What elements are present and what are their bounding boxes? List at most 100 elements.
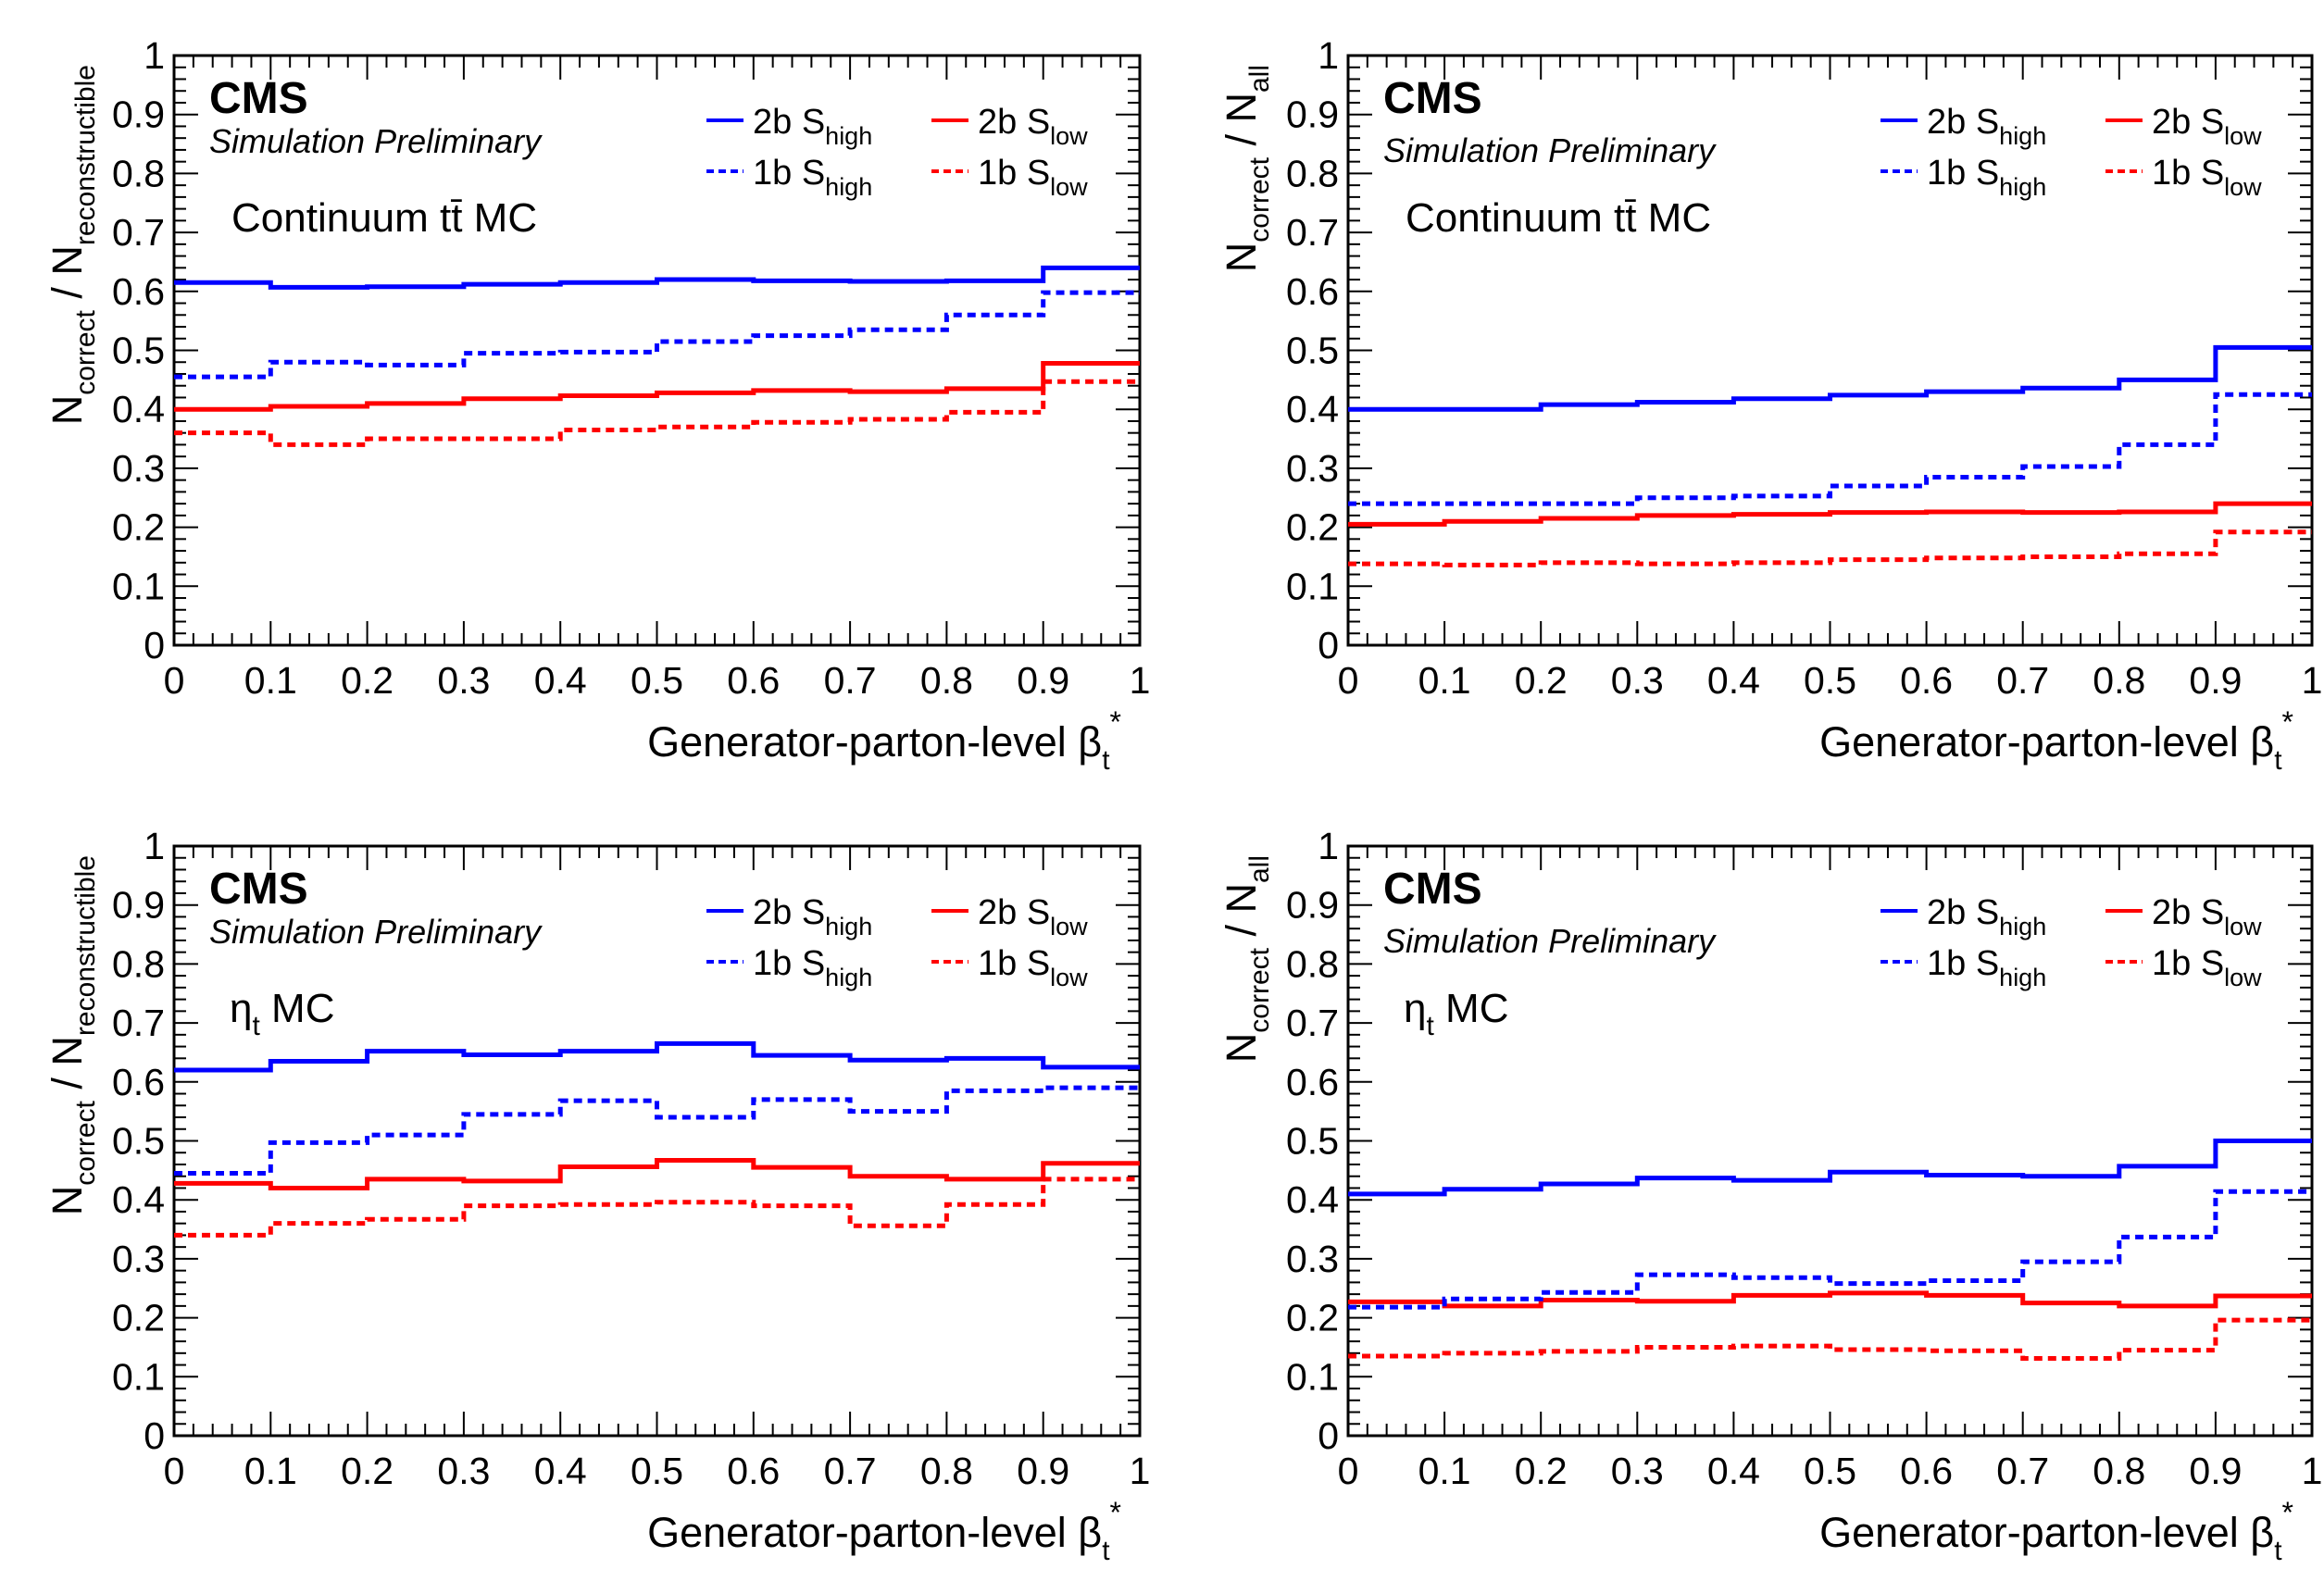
sample-label: Continuum tt̄ MC xyxy=(231,195,537,241)
x-tick-label: 0.8 xyxy=(920,1450,973,1492)
y-tick-label: 0.6 xyxy=(112,270,165,313)
text-part: Generator-parton-level β xyxy=(647,718,1102,766)
x-axis-label: Generator-parton-level βt* xyxy=(1819,1496,2293,1566)
legend-entry: 2b Shigh xyxy=(1927,103,2046,150)
legend-entry: 2b Slow xyxy=(978,103,1088,150)
y-tick-label: 0.2 xyxy=(1286,1297,1339,1339)
text-part: t xyxy=(1102,745,1110,776)
y-tick-label: 0 xyxy=(1318,1414,1339,1457)
text-part: / N xyxy=(1218,883,1265,948)
series-2b-s-high xyxy=(1348,344,2312,412)
text-part: * xyxy=(1110,1496,1121,1529)
y-axis-label: Ncorrect / Nall xyxy=(1218,855,1275,1063)
y-tick-label: 0.8 xyxy=(112,152,165,194)
y-tick-label: 0 xyxy=(144,624,165,666)
legend-entry: 1b Shigh xyxy=(1927,154,2046,201)
x-tick-label: 0.1 xyxy=(1418,659,1471,702)
simulation-preliminary-label: Simulation Preliminary xyxy=(1383,922,1717,960)
text-part: high xyxy=(1999,173,2046,201)
legend-entry: 2b Shigh xyxy=(1927,893,2046,940)
text-part: low xyxy=(2224,122,2262,150)
legend-entry: 1b Slow xyxy=(2152,154,2262,201)
y-tick-label: 0.7 xyxy=(1286,1002,1339,1044)
y-tick-label: 0.9 xyxy=(1286,884,1339,927)
text-part: / N xyxy=(1218,93,1265,157)
y-tick-label: 0 xyxy=(144,1414,165,1457)
y-tick-label: 1 xyxy=(1318,825,1339,867)
x-tick-label: 0.4 xyxy=(534,1450,587,1492)
y-tick-label: 0.8 xyxy=(112,942,165,985)
series-1b-s-high xyxy=(1348,392,2312,506)
text-part: low xyxy=(1050,173,1088,201)
legend-entry: 1b Slow xyxy=(2152,944,2262,991)
x-tick-label: 0 xyxy=(1338,659,1359,702)
text-part: low xyxy=(2224,173,2262,201)
y-axis-label: Ncorrect / Nall xyxy=(1218,65,1275,272)
x-tick-label: 0.2 xyxy=(341,659,394,702)
text-part: high xyxy=(825,173,872,201)
x-tick-label: 0.2 xyxy=(1515,659,1568,702)
series-1b-s-low xyxy=(1348,529,2312,567)
legend-entry: 2b Slow xyxy=(978,893,1088,940)
y-tick-label: 0.2 xyxy=(112,506,165,549)
text-part: η xyxy=(230,986,252,1031)
legend-entry: 1b Slow xyxy=(978,944,1088,991)
x-tick-label: 0.6 xyxy=(727,659,780,702)
x-tick-label: 0.7 xyxy=(824,659,877,702)
text-part: all xyxy=(1244,855,1275,883)
y-tick-label: 0.5 xyxy=(1286,330,1339,372)
y-tick-label: 0.4 xyxy=(112,388,165,430)
text-part: t xyxy=(1102,1536,1110,1566)
text-part: low xyxy=(1050,913,1088,940)
simulation-preliminary-label: Simulation Preliminary xyxy=(1383,131,1717,169)
x-tick-label: 0.6 xyxy=(727,1450,780,1492)
y-tick-label: 0.7 xyxy=(112,211,165,254)
text-part: 2b S xyxy=(2152,103,2224,142)
x-tick-label: 0.3 xyxy=(437,659,490,702)
y-tick-label: 0.8 xyxy=(1286,942,1339,985)
text-part: low xyxy=(2224,913,2262,940)
x-tick-label: 0.5 xyxy=(631,659,683,702)
y-tick-label: 1 xyxy=(144,825,165,867)
x-tick-label: 1 xyxy=(2302,659,2323,702)
text-part: 2b S xyxy=(1927,103,1999,142)
series-1b-s-low xyxy=(174,1177,1140,1238)
x-tick-label: 0.9 xyxy=(1017,1450,1069,1492)
y-tick-label: 0.7 xyxy=(112,1002,165,1044)
cms-label: CMS xyxy=(1383,865,1482,914)
y-tick-label: 0.3 xyxy=(112,447,165,490)
series-1b-s-high xyxy=(174,290,1140,380)
text-part: 2b S xyxy=(978,893,1050,932)
y-tick-label: 0.4 xyxy=(112,1178,165,1221)
text-part: 2b S xyxy=(978,103,1050,142)
legend-entry: 1b Shigh xyxy=(753,944,872,991)
y-tick-label: 0.3 xyxy=(112,1238,165,1280)
x-tick-label: 0.5 xyxy=(631,1450,683,1492)
x-tick-label: 1 xyxy=(2302,1450,2323,1492)
y-tick-label: 0.6 xyxy=(1286,270,1339,313)
legend-entry: 2b Slow xyxy=(2152,893,2262,940)
x-tick-label: 0.9 xyxy=(2189,1450,2242,1492)
text-part: / N xyxy=(44,1036,91,1101)
text-part: Generator-parton-level β xyxy=(1819,1509,2274,1556)
y-tick-label: 0.5 xyxy=(112,330,165,372)
text-part: MC xyxy=(1434,986,1509,1031)
x-tick-label: 0.8 xyxy=(2093,1450,2145,1492)
y-tick-label: 0.1 xyxy=(112,1355,165,1398)
y-tick-label: 0.4 xyxy=(1286,1178,1339,1221)
text-part: all xyxy=(1244,65,1275,93)
legend-entry: 1b Shigh xyxy=(1927,944,2046,991)
legend-entry: 2b Shigh xyxy=(753,893,872,940)
x-tick-label: 0.7 xyxy=(1996,1450,2049,1492)
text-part: MC xyxy=(260,986,335,1031)
x-axis-label: Generator-parton-level βt* xyxy=(647,705,1121,776)
text-part: low xyxy=(2224,964,2262,991)
x-tick-label: 0.5 xyxy=(1804,659,1856,702)
text-part: / N xyxy=(44,245,91,310)
text-part: 1b S xyxy=(2152,154,2224,193)
text-part: correct xyxy=(1244,947,1275,1032)
legend-entry: 1b Shigh xyxy=(753,154,872,201)
x-axis-label: Generator-parton-level βt* xyxy=(1819,705,2293,776)
series-1b-s-high xyxy=(174,1085,1140,1177)
